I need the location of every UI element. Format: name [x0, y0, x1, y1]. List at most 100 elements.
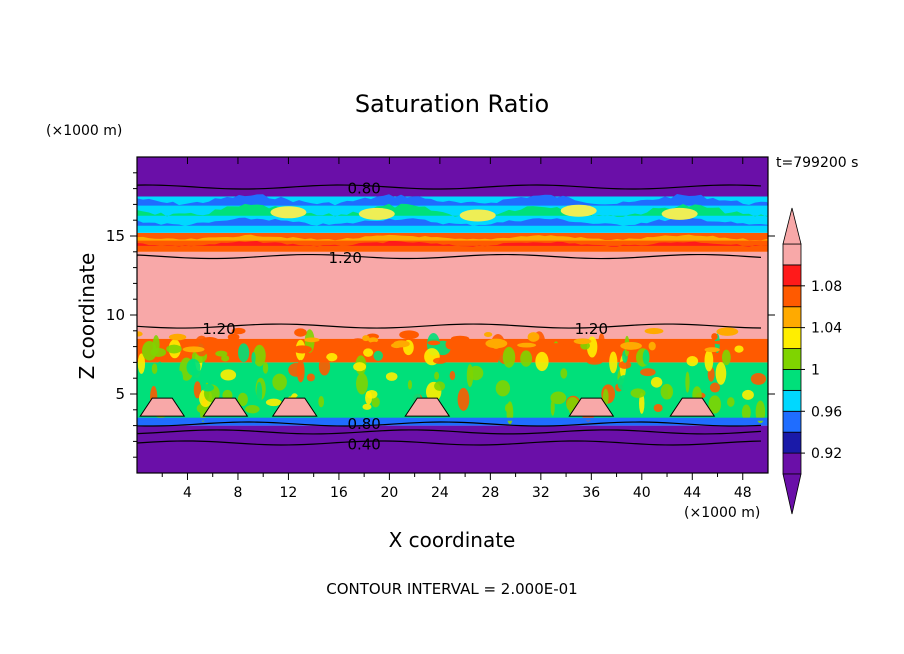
- pink-plume: [568, 397, 615, 417]
- cell: [371, 396, 380, 408]
- yellow-pocket: [270, 206, 307, 219]
- cell: [586, 358, 603, 365]
- cell: [318, 357, 331, 376]
- colorbar-segment: [782, 306, 802, 329]
- cell: [598, 333, 605, 351]
- cell: [642, 349, 650, 365]
- x-tick-label: 16: [330, 485, 348, 501]
- cell: [727, 397, 735, 407]
- contour-label: 0.80: [347, 180, 380, 198]
- cell: [502, 346, 516, 368]
- contour-label: 1.20: [329, 249, 362, 267]
- cell: [220, 369, 237, 381]
- upper-red-streak: [137, 240, 768, 247]
- colorbar-segment: [782, 327, 802, 349]
- contour-label: 1.20: [202, 320, 235, 338]
- cell: [265, 398, 282, 407]
- cell: [245, 405, 260, 414]
- cell: [368, 341, 380, 349]
- cell: [517, 342, 537, 348]
- contour-line: [137, 421, 762, 427]
- colorbar-segment: [782, 410, 802, 433]
- chart-title: Saturation Ratio: [355, 90, 549, 118]
- cell: [688, 341, 696, 347]
- contour-line: [137, 184, 762, 190]
- cell: [390, 342, 403, 349]
- cell: [495, 380, 511, 397]
- cell: [292, 345, 312, 354]
- cell: [221, 355, 230, 362]
- cell: [215, 350, 228, 357]
- colorbar-top-arrow: [782, 207, 802, 245]
- cell: [434, 381, 446, 391]
- cell: [331, 397, 339, 420]
- colorbar-segment: [782, 243, 802, 266]
- cell: [742, 389, 754, 400]
- cell: [485, 338, 508, 349]
- cell: [545, 343, 567, 353]
- cell: [256, 381, 263, 404]
- cell: [639, 392, 645, 414]
- cell: [648, 341, 656, 351]
- pink-plume: [139, 397, 186, 417]
- contour-label: 1.20: [575, 320, 608, 338]
- colorbar-tick-label: 0.96: [811, 404, 842, 420]
- cell: [445, 339, 455, 350]
- cell: [385, 372, 398, 381]
- colorbar-tick-label: 1: [811, 362, 820, 378]
- cell: [177, 370, 184, 388]
- cell: [373, 350, 383, 361]
- cell: [715, 362, 727, 385]
- cell: [716, 327, 739, 336]
- x-axis: 4 8 12 16 20 24 28 32 36 40 44 48: [161, 157, 752, 501]
- cell: [237, 392, 248, 407]
- x-tick-label: 12: [280, 485, 298, 501]
- cell: [520, 350, 533, 367]
- cell: [708, 395, 722, 414]
- cell: [137, 353, 146, 374]
- cell: [262, 362, 269, 374]
- cell: [282, 341, 288, 352]
- cell: [433, 357, 447, 364]
- contour-label: 0.40: [347, 436, 380, 454]
- contour-line: [137, 440, 762, 446]
- cell: [704, 347, 720, 353]
- cell: [466, 364, 474, 388]
- cell: [650, 376, 663, 388]
- cell: [151, 363, 158, 375]
- cell: [296, 359, 305, 383]
- x-tick-label: 24: [431, 485, 449, 501]
- cell: [602, 388, 609, 406]
- cell: [711, 333, 718, 341]
- cell: [741, 404, 751, 421]
- cell: [644, 327, 664, 335]
- colorbar-segment: [782, 264, 802, 287]
- cell: [272, 373, 287, 391]
- cell: [617, 375, 632, 392]
- contour-line: [137, 253, 762, 260]
- cell: [251, 352, 256, 365]
- cell: [166, 344, 182, 354]
- contour-line: [137, 323, 762, 329]
- colorbar-segment: [782, 369, 802, 391]
- cell: [535, 351, 549, 372]
- cell: [750, 372, 767, 385]
- band-7: [137, 157, 768, 197]
- colorbar-tick-label: 1.08: [811, 279, 842, 295]
- cell: [193, 381, 202, 399]
- x-tick-label: 20: [380, 485, 398, 501]
- cell: [734, 345, 744, 353]
- cell: [182, 346, 205, 353]
- cell: [318, 395, 325, 408]
- x-axis-label: X coordinate: [389, 528, 516, 552]
- band-0: [137, 425, 768, 473]
- blue-boundary: [137, 417, 768, 421]
- cell: [362, 403, 372, 410]
- cell: [712, 340, 734, 345]
- colorbar-tick-label: 0.92: [811, 446, 842, 462]
- upper-blue-streak: [137, 194, 768, 206]
- cell: [362, 335, 370, 342]
- cell: [685, 371, 690, 393]
- cell: [484, 331, 493, 337]
- y-tick-label: 10: [106, 306, 125, 324]
